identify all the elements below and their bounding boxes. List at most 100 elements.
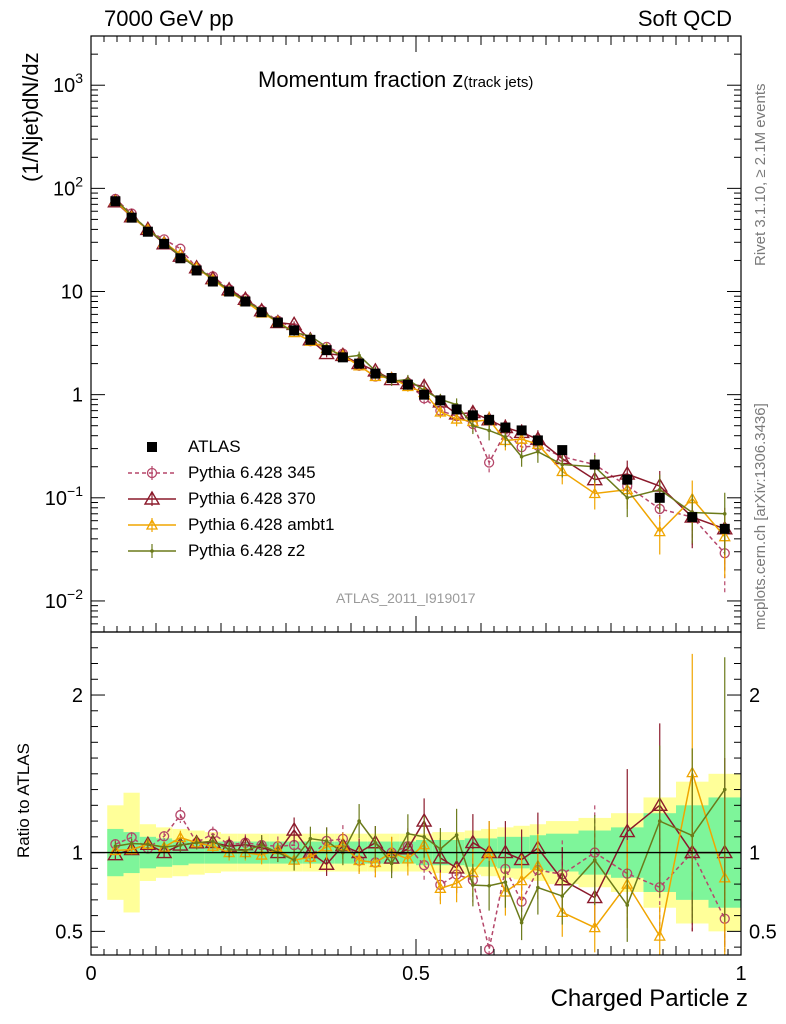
y-tick-label: 10−1 [45, 483, 83, 510]
chart-title-sub: (track jets) [463, 74, 534, 91]
point-z2 [487, 428, 491, 433]
ratio-point-z2 [243, 848, 248, 853]
ratio-point-p370 [285, 821, 303, 836]
point-z2 [471, 423, 475, 428]
side-site-label: mcplots.cern.ch [arXiv:1306.3436] [752, 403, 769, 630]
ratio-point-z2 [259, 843, 264, 847]
ratio-point-z2 [536, 885, 540, 890]
ratio-point-z2 [194, 840, 199, 845]
ratio-point-z2 [324, 839, 329, 843]
data-point [719, 523, 730, 534]
ratio-point-z2 [690, 833, 695, 838]
ratio-point-z2 [422, 835, 426, 839]
main-series-group [107, 193, 733, 595]
y-tick-label: 1 [72, 385, 83, 407]
ratio-point-z2 [406, 831, 410, 836]
data-point [142, 226, 153, 237]
data-point [402, 379, 413, 390]
legend-label-ambt1: Pythia 6.428 ambt1 [188, 515, 335, 534]
ratio-point-p370 [318, 855, 335, 870]
legend-marker-z2 [150, 549, 154, 553]
ratio-point-ambt1 [304, 850, 317, 862]
data-point [654, 492, 665, 503]
ratio-point-ambt1 [588, 921, 601, 933]
ratio-point-z2 [389, 861, 394, 866]
ratio-point-z2 [211, 839, 215, 844]
header-right: Soft QCD [637, 6, 732, 31]
ratio-point-ambt1 [653, 929, 666, 941]
data-point [337, 352, 348, 363]
data-point [207, 276, 218, 287]
ratio-point-z2 [519, 920, 524, 925]
point-ambt1 [588, 487, 601, 499]
point-z2 [357, 353, 361, 358]
ratio-point-z2 [178, 843, 183, 847]
data-point [305, 334, 316, 345]
data-point [289, 325, 300, 336]
ratio-point-z2 [625, 903, 630, 907]
ratio-point-z2 [227, 847, 231, 852]
legend-label-data: ATLAS [188, 437, 241, 456]
point-ambt1 [515, 432, 528, 444]
ratio-point-z2 [113, 844, 118, 849]
data-point [435, 395, 446, 406]
ratio-point-z2 [454, 833, 459, 837]
ratio-point-ambt1 [450, 876, 463, 888]
ratio-series-group [91, 653, 741, 955]
point-ambt1 [653, 525, 666, 537]
ratio-y-tick-label: 1 [749, 843, 760, 865]
ratio-y-tick-label: 0.5 [749, 921, 777, 943]
ratio-point-p370 [619, 823, 636, 838]
point-z2 [657, 487, 662, 492]
data-point [451, 404, 462, 415]
data-point [386, 373, 397, 384]
ratio-point-p345 [175, 809, 186, 821]
point-z2 [536, 449, 540, 454]
ratio-y-tick-label: 0.5 [55, 921, 83, 943]
point-z2 [625, 496, 630, 500]
point-z2 [722, 511, 727, 516]
data-point [191, 265, 202, 276]
ratio-point-ambt1 [125, 843, 138, 855]
data-point [687, 512, 698, 523]
ratio-point-z2 [146, 842, 150, 847]
legend-marker-p345 [146, 467, 158, 479]
data-point [126, 212, 137, 223]
ratio-point-ambt1 [434, 882, 447, 894]
data-point [256, 307, 267, 318]
data-point [419, 389, 430, 400]
data-point [272, 317, 283, 328]
ratio-point-p370 [464, 834, 482, 849]
point-z2 [560, 462, 565, 467]
ratio-point-z2 [292, 858, 296, 862]
ratio-point-z2 [592, 858, 597, 862]
ratio-point-z2 [357, 819, 361, 823]
ratio-line-ambt1 [115, 772, 726, 939]
data-point [622, 474, 633, 485]
ratio-point-ambt1 [109, 844, 122, 856]
y-axis-label: (1/Njet)dN/dz [18, 52, 43, 182]
ratio-point-z2 [129, 841, 134, 846]
point-ambt1 [434, 405, 447, 417]
data-point [240, 296, 251, 307]
y-tick-label: 102 [53, 173, 83, 200]
data-point [516, 425, 527, 436]
chart-title-main: Momentum fraction z [258, 67, 464, 92]
point-z2 [503, 435, 508, 439]
data-point [370, 368, 381, 379]
ratio-point-z2 [438, 847, 443, 851]
point-p345 [483, 457, 495, 468]
ratio-point-p345 [158, 831, 170, 842]
ratio-point-z2 [657, 819, 662, 823]
point-z2 [519, 454, 524, 459]
legend-label-345: Pythia 6.428 345 [188, 463, 316, 482]
point-ambt1 [450, 412, 463, 424]
analysis-id: ATLAS_2011_I919017 [336, 590, 476, 606]
x-tick-label: 0.5 [402, 963, 430, 985]
ratio-point-z2 [373, 840, 378, 845]
ratio-point-z2 [162, 845, 166, 849]
legend-markers [128, 442, 176, 558]
legend-marker-data [147, 442, 157, 452]
